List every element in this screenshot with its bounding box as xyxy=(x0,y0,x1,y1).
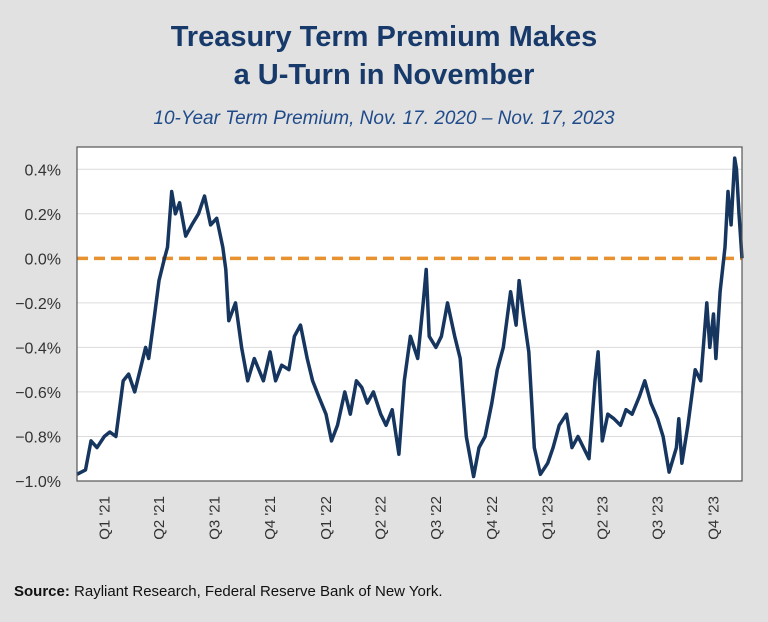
x-tick-label: Q4 '21 xyxy=(262,496,279,540)
title-line-2: a U-Turn in November xyxy=(233,59,535,91)
y-tick-label: −0.2% xyxy=(15,296,61,313)
y-tick-label: 0.4% xyxy=(25,162,61,179)
source-label: Source: xyxy=(14,583,70,600)
source-note: Source: Rayliant Research, Federal Reser… xyxy=(14,583,443,600)
source-text: Rayliant Research, Federal Reserve Bank … xyxy=(69,583,443,600)
y-tick-label: −0.6% xyxy=(15,385,61,402)
x-tick-label: Q2 '23 xyxy=(594,496,611,540)
y-tick-label: 0.0% xyxy=(25,251,61,268)
plot-area xyxy=(77,147,742,481)
term-premium-line xyxy=(76,156,744,479)
chart-subtitle: 10-Year Term Premium, Nov. 17. 2020 – No… xyxy=(153,108,615,129)
chart-title: Treasury Term Premium Makes a U-Turn in … xyxy=(0,18,768,94)
x-tick-label: Q3 '22 xyxy=(428,496,445,540)
x-tick-label: Q2 '21 xyxy=(151,496,168,540)
x-tick-label: Q1 '23 xyxy=(540,496,557,540)
y-tick-label: −0.4% xyxy=(15,340,61,357)
plot-border xyxy=(76,146,743,482)
y-tick-label: −1.0% xyxy=(15,474,61,491)
x-tick-label: Q1 '22 xyxy=(318,496,335,540)
x-tick-label: Q3 '23 xyxy=(650,496,667,540)
x-tick-label: Q1 '21 xyxy=(96,496,113,540)
x-tick-label: Q4 '22 xyxy=(484,496,501,540)
title-line-1: Treasury Term Premium Makes xyxy=(170,21,598,53)
x-tick-label: Q2 '22 xyxy=(373,496,390,540)
y-tick-label: −0.8% xyxy=(15,429,61,446)
x-tick-label: Q3 '21 xyxy=(206,496,223,540)
x-tick-label: Q4 '23 xyxy=(705,496,722,540)
y-tick-label: 0.2% xyxy=(25,207,61,224)
